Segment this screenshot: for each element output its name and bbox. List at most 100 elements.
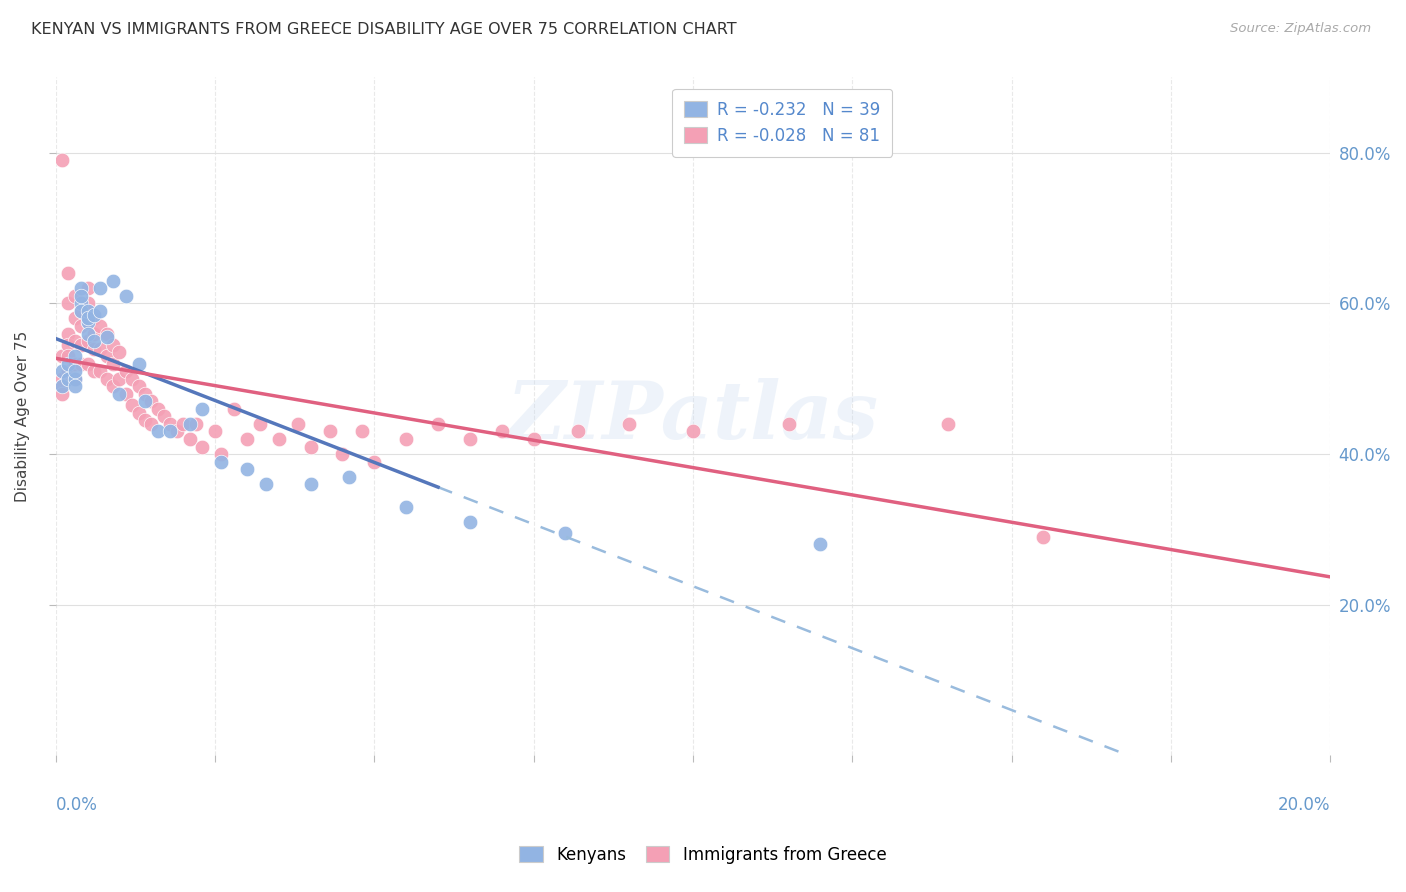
Point [51,372,73,386]
Point [83,364,105,378]
Point [83,308,105,322]
Point [204,425,226,439]
Text: ZIPatlas: ZIPatlas [508,377,879,455]
Point [70,304,93,318]
Point [134,413,156,427]
Point [63,379,86,393]
Point [936,417,959,431]
Point [523,432,546,446]
Point [83,311,105,326]
Text: 0.0%: 0.0% [56,796,97,814]
Point [1032,530,1054,544]
Point [114,289,136,303]
Point [101,379,124,393]
Point [96,349,118,363]
Point [63,349,86,363]
Point [108,345,131,359]
Point [224,401,246,416]
Point [134,386,156,401]
Point [89,364,111,378]
Point [332,447,354,461]
Point [299,477,322,491]
Point [51,364,73,378]
Point [254,477,277,491]
Point [682,425,704,439]
Point [58,326,80,341]
Point [89,281,111,295]
Point [63,334,86,348]
Point [76,326,98,341]
Point [70,357,93,371]
Point [96,372,118,386]
Point [89,342,111,356]
Text: 20.0%: 20.0% [1278,796,1330,814]
Point [146,401,169,416]
Point [128,406,150,420]
Point [58,364,80,378]
Point [128,357,150,371]
Point [76,304,98,318]
Point [96,326,118,341]
Point [808,537,831,551]
Point [51,349,73,363]
Point [619,417,641,431]
Point [51,153,73,168]
Point [209,447,232,461]
Point [51,379,73,393]
Point [70,296,93,310]
Point [778,417,800,431]
Point [121,398,143,412]
Point [70,318,93,333]
Legend: Kenyans, Immigrants from Greece: Kenyans, Immigrants from Greece [513,839,893,871]
Point [184,417,207,431]
Point [83,334,105,348]
Point [76,334,98,348]
Point [395,500,418,514]
Point [267,432,290,446]
Point [89,318,111,333]
Point [58,357,80,371]
Text: KENYAN VS IMMIGRANTS FROM GREECE DISABILITY AGE OVER 75 CORRELATION CHART: KENYAN VS IMMIGRANTS FROM GREECE DISABIL… [31,22,737,37]
Point [191,440,214,454]
Text: Source: ZipAtlas.com: Source: ZipAtlas.com [1230,22,1371,36]
Point [458,515,481,529]
Point [159,417,181,431]
Point [491,425,513,439]
Point [63,372,86,386]
Point [172,417,194,431]
Point [567,425,589,439]
Point [236,432,259,446]
Point [58,266,80,280]
Point [166,425,188,439]
Point [51,379,73,393]
Point [58,372,80,386]
Legend: R = -0.232   N = 39, R = -0.028   N = 81: R = -0.232 N = 39, R = -0.028 N = 81 [672,89,891,157]
Point [191,401,214,416]
Point [76,296,98,310]
Point [63,357,86,371]
Point [363,454,385,468]
Point [114,386,136,401]
Point [337,469,360,483]
Point [58,349,80,363]
Point [287,417,309,431]
Point [51,386,73,401]
Point [350,425,373,439]
Point [153,409,176,424]
Point [63,289,86,303]
Point [179,417,201,431]
Point [458,432,481,446]
Point [101,338,124,352]
Point [63,311,86,326]
Point [101,357,124,371]
Point [96,330,118,344]
Point [70,304,93,318]
Point [101,274,124,288]
Point [134,394,156,409]
Point [58,296,80,310]
Point [63,364,86,378]
Point [89,304,111,318]
Point [179,432,201,446]
Point [83,326,105,341]
Point [76,315,98,329]
